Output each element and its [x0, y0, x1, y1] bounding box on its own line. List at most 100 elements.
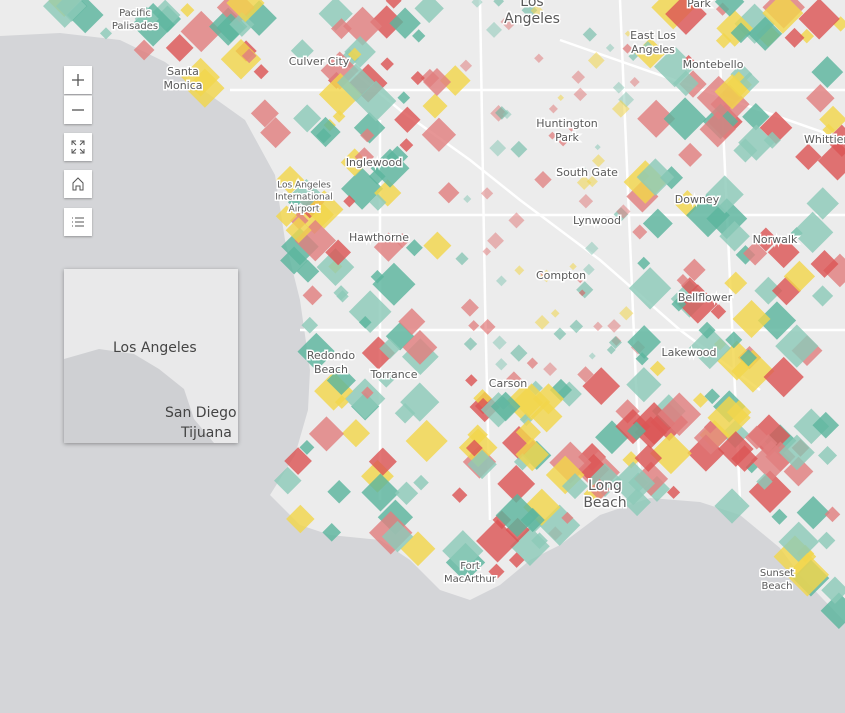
zoom-out-button[interactable] [64, 95, 92, 124]
diamond-marker [657, 392, 702, 437]
diamond-marker [683, 258, 706, 282]
diamond-marker [515, 419, 541, 445]
diamond-marker [783, 260, 816, 293]
diamond-marker [714, 73, 750, 110]
diamond-marker [465, 439, 483, 457]
diamond-marker [368, 447, 397, 476]
diamond-marker [548, 131, 557, 140]
diamond-marker [578, 194, 594, 209]
diamond-marker [629, 76, 640, 87]
diamond-marker [611, 99, 630, 118]
place-label: MacArthur [444, 574, 497, 585]
diamond-marker [553, 327, 567, 341]
layer-list-button[interactable] [64, 208, 92, 236]
diamond-marker [753, 227, 778, 252]
diamond-marker [742, 102, 770, 131]
diamond-marker [628, 51, 638, 61]
overview-label: Tijuana [181, 425, 232, 441]
diamond-marker [275, 205, 298, 227]
diamond-marker [635, 352, 649, 366]
diamond-marker [819, 105, 845, 134]
diamond-marker [414, 0, 444, 24]
overview-map[interactable]: Los Angeles San Diego Tijuana [64, 269, 238, 443]
diamond-marker [569, 319, 584, 334]
diamond-marker [310, 116, 341, 148]
place-label: Whittier [804, 133, 845, 146]
diamond-marker [480, 187, 494, 200]
diamond-marker [410, 70, 425, 86]
diamond-marker [471, 0, 483, 8]
diamond-marker [287, 195, 301, 209]
place-label: Park [555, 131, 579, 144]
diamond-marker [606, 345, 616, 355]
place-label: Los Angeles [277, 181, 331, 191]
diamond-marker [715, 32, 732, 49]
diamond-marker [674, 190, 701, 217]
diamond-marker [326, 365, 356, 396]
diamond-marker [663, 97, 707, 141]
diamond-marker [793, 408, 830, 445]
place-label: Lynwood [573, 214, 621, 227]
diamond-marker [465, 374, 478, 387]
place-label: Los [520, 0, 543, 10]
diamond-marker [514, 265, 525, 276]
place-label: Bellflower [678, 291, 733, 304]
diamond-marker [642, 208, 673, 239]
diamond-marker [594, 144, 601, 151]
diamond-marker [557, 94, 565, 101]
diamond-marker [578, 289, 586, 297]
diamond-marker [508, 552, 525, 568]
fullscreen-button[interactable] [64, 133, 92, 161]
diamond-marker [585, 241, 599, 256]
diamond-marker [618, 91, 635, 108]
diamond-marker [534, 170, 552, 189]
diamond-marker [588, 478, 611, 501]
diamond-marker [165, 34, 194, 62]
diamond-marker [779, 434, 815, 471]
diamond-marker [574, 272, 586, 284]
diamond-marker [496, 275, 507, 287]
diamond-marker [500, 13, 518, 31]
diamond-marker [486, 21, 502, 38]
diamond-marker [806, 83, 835, 113]
diamond-marker [285, 217, 312, 244]
diamond-marker [473, 389, 492, 408]
diamond-marker [361, 473, 400, 512]
diamond-marker [561, 511, 574, 524]
diamond-marker [810, 250, 839, 278]
diamond-marker [798, 0, 840, 40]
diamond-marker [767, 236, 800, 269]
diamond-marker [795, 143, 822, 171]
diamond-marker [771, 276, 801, 306]
diamond-marker [714, 0, 745, 17]
diamond-marker [778, 521, 819, 563]
diamond-marker [423, 68, 452, 97]
diamond-marker [650, 432, 692, 475]
place-label: Compton [536, 269, 586, 282]
diamond-marker [361, 386, 374, 399]
diamond-marker [717, 431, 754, 467]
diamond-marker [397, 91, 411, 105]
zoom-in-button[interactable] [64, 66, 92, 94]
diamond-marker [318, 0, 353, 31]
diamond-marker [730, 22, 752, 44]
diamond-marker [714, 488, 750, 524]
diamond-marker [316, 248, 355, 286]
diamond-marker [534, 53, 544, 64]
diamond-marker [336, 290, 349, 303]
diamond-marker [783, 456, 814, 487]
diamond-marker [380, 57, 394, 71]
diamond-marker [622, 43, 633, 54]
diamond-marker [636, 158, 675, 196]
diamond-marker [627, 325, 662, 359]
diamond-marker [706, 198, 748, 240]
place-label: International [275, 193, 332, 203]
diamond-marker [488, 563, 505, 580]
diamond-marker [370, 148, 410, 188]
home-button[interactable] [64, 170, 92, 198]
diamond-marker [510, 344, 528, 362]
diamond-marker [550, 309, 560, 318]
diamond-marker [616, 204, 631, 219]
